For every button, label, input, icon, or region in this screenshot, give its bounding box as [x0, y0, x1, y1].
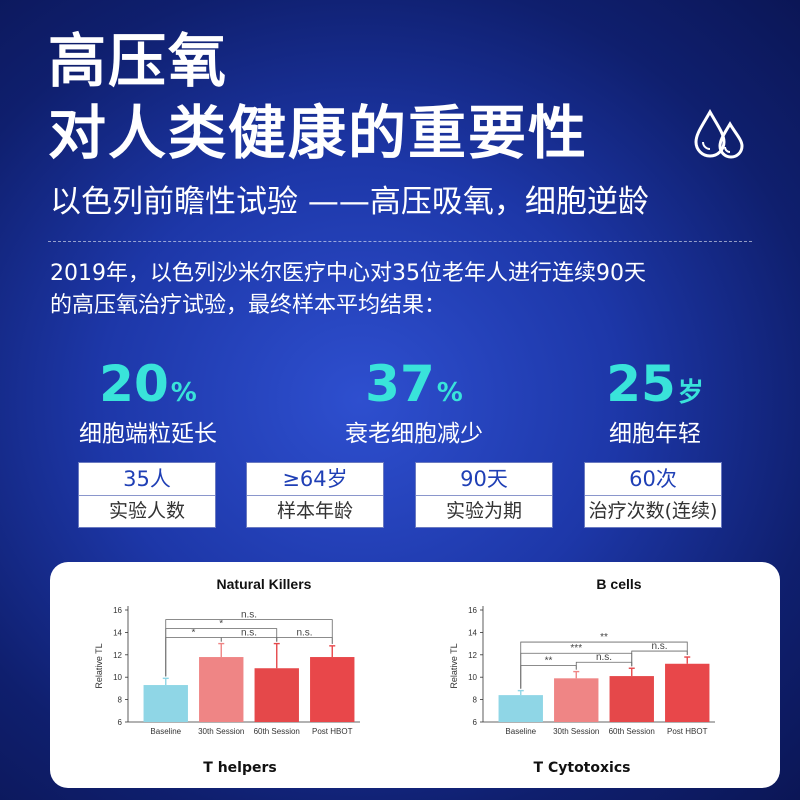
- info-box-label: 实验为期: [445, 500, 522, 522]
- stat-number: 20: [99, 355, 169, 413]
- bar: [254, 668, 299, 722]
- significance-label: n.s.: [241, 628, 257, 639]
- chart-natural-killers-svg: Natural Killers 6 8 10 12 14 16 Relative TL Base…: [94, 576, 360, 736]
- y-tick-label: 10: [113, 673, 122, 682]
- title-line-2: 对人类健康的重要性: [48, 99, 589, 167]
- info-box-age: ≥64岁 样本年龄: [246, 462, 384, 528]
- bar: [554, 678, 599, 722]
- charts-panel: Natural Killers 6 8 10 12 14 16 Relative TL Base…: [50, 562, 780, 788]
- stat-label: 细胞年轻: [609, 421, 701, 447]
- y-tick-label: 6: [473, 718, 478, 727]
- y-axis-label: Relative TL: [94, 643, 104, 688]
- info-box-label: 样本年龄: [276, 500, 353, 522]
- dashed-divider: [48, 241, 752, 242]
- stat-senescent: 37% 衰老细胞减少: [324, 352, 504, 450]
- significance-label: **: [545, 656, 553, 667]
- info-box-label: 治疗次数(连续): [588, 500, 718, 522]
- significance-bracket: [575, 661, 633, 670]
- significance-label: n.s.: [596, 652, 612, 663]
- stat-label: 细胞端粒延长: [79, 421, 217, 447]
- significance-bracket: [165, 619, 333, 677]
- subtitle: 以色列前瞻性试验 ——高压吸氧，细胞逆龄: [50, 184, 649, 220]
- bar: [498, 695, 543, 722]
- info-box-value: 90天: [416, 463, 552, 496]
- significance-label: *: [192, 628, 196, 639]
- category-label: Baseline: [505, 727, 536, 736]
- y-tick-label: 6: [118, 718, 123, 727]
- y-tick-label: 16: [468, 606, 477, 615]
- chart-natural-killers: Natural Killers 6 8 10 12 14 16 Relative TL Base…: [70, 562, 390, 758]
- info-box-participants: 35人 实验人数: [78, 462, 216, 528]
- chart-title: B cells: [596, 576, 641, 592]
- water-drops-icon: [694, 108, 744, 159]
- info-box-value: ≥64岁: [247, 463, 383, 496]
- info-box-label: 实验人数: [108, 500, 185, 522]
- y-tick-label: 12: [113, 651, 122, 660]
- category-label: 60th Session: [609, 727, 655, 736]
- y-tick-label: 14: [468, 628, 477, 637]
- label-t-helpers: T helpers: [203, 760, 277, 776]
- info-box-value: 35人: [79, 463, 215, 496]
- y-tick-label: 10: [468, 673, 477, 682]
- stat-unit: 岁: [677, 378, 704, 408]
- bar: [310, 657, 355, 722]
- category-label: Post HBOT: [667, 727, 708, 736]
- stat-unit: %: [170, 378, 197, 408]
- y-tick-label: 14: [113, 628, 122, 637]
- stat-number: 25: [606, 355, 676, 413]
- category-label: Post HBOT: [312, 727, 353, 736]
- category-label: Baseline: [150, 727, 181, 736]
- significance-label: *: [219, 619, 223, 630]
- significance-bracket: [520, 641, 688, 689]
- y-tick-label: 8: [473, 696, 478, 705]
- significance-label: n.s.: [296, 628, 312, 639]
- intro-text: 2019年，以色列沙米尔医疗中心对35位老年人进行连续90天 的高压氧治疗试验，…: [50, 258, 770, 322]
- label-t-cytotoxics: T Cytotoxics: [533, 760, 631, 776]
- stat-younger: 25岁 细胞年轻: [590, 352, 720, 450]
- y-tick-label: 8: [118, 696, 123, 705]
- bar: [665, 663, 710, 722]
- chart-b-cells-svg: B cells 6 8 10 12 14 16 Relative TL Baseline 30th…: [449, 576, 715, 736]
- significance-label: **: [600, 632, 608, 643]
- stat-label: 衰老细胞减少: [345, 421, 483, 447]
- category-label: 30th Session: [198, 727, 244, 736]
- significance-label: ***: [570, 643, 582, 654]
- stat-unit: %: [436, 378, 463, 408]
- stat-number: 37: [365, 355, 435, 413]
- info-box-sessions: 60次 治疗次数(连续): [584, 462, 722, 528]
- category-label: 60th Session: [254, 727, 300, 736]
- chart-b-cells: B cells 6 8 10 12 14 16 Relative TL Baseline 30th…: [425, 562, 745, 758]
- info-box-value: 60次: [585, 463, 721, 496]
- y-tick-label: 12: [468, 651, 477, 660]
- significance-label: n.s.: [241, 610, 257, 621]
- category-label: 30th Session: [553, 727, 599, 736]
- title-line-1: 高压氧: [48, 27, 229, 95]
- stat-telomere: 20% 细胞端粒延长: [68, 352, 228, 450]
- y-tick-label: 16: [113, 606, 122, 615]
- bar: [199, 657, 244, 722]
- intro-line-1: 2019年，以色列沙米尔医疗中心对35位老年人进行连续90天: [50, 261, 646, 286]
- info-box-duration: 90天 实验为期: [415, 462, 553, 528]
- intro-line-2: 的高压氧治疗试验，最终样本平均结果：: [50, 293, 447, 318]
- y-axis-label: Relative TL: [449, 643, 459, 688]
- bar: [143, 685, 188, 722]
- chart-title: Natural Killers: [217, 576, 312, 592]
- significance-label: n.s.: [651, 641, 667, 652]
- bar: [609, 676, 654, 722]
